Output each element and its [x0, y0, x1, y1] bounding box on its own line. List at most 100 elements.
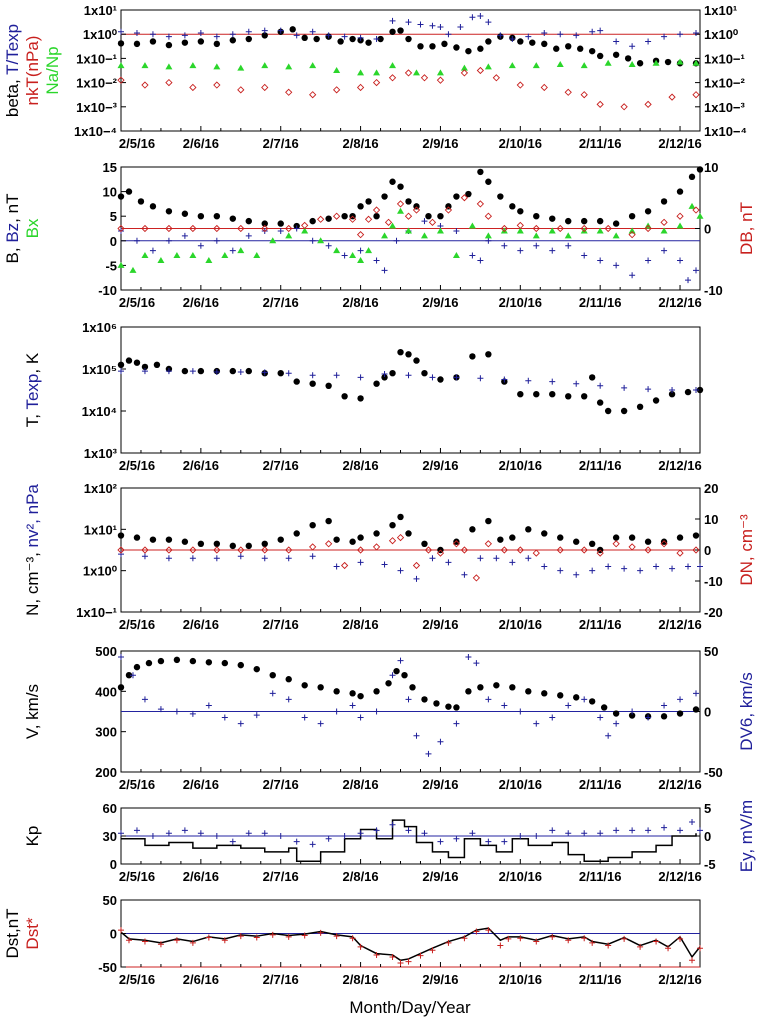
- data-point: [660, 227, 668, 234]
- data-point: [389, 178, 396, 185]
- data-point: [565, 830, 572, 837]
- data-point: [485, 38, 492, 45]
- data-point: [676, 212, 684, 220]
- data-point: [588, 540, 596, 547]
- data-point: [149, 203, 157, 210]
- series-blue: [118, 13, 700, 50]
- data-point: [173, 708, 180, 715]
- data-point: [325, 517, 332, 525]
- data-point: [365, 39, 372, 46]
- data-point: [325, 215, 332, 222]
- data-point: [397, 27, 404, 34]
- data-point: [676, 222, 684, 229]
- x-tick-label: 2/10/16: [499, 777, 542, 792]
- data-point: [565, 702, 572, 709]
- y-axis-label-part: N, cm⁻³,: [23, 547, 42, 615]
- data-point: [525, 555, 532, 562]
- y-axis-label-2-part: Bx: [23, 218, 42, 238]
- data-point: [693, 387, 700, 393]
- data-point: [261, 369, 268, 376]
- data-point: [573, 571, 580, 578]
- data-point: [516, 81, 524, 89]
- data-point: [197, 29, 204, 36]
- y2-tick-label: 1x10⁰: [704, 27, 739, 42]
- data-point: [517, 208, 524, 215]
- y-tick-label: 0: [110, 857, 117, 872]
- data-point: [645, 386, 652, 393]
- x-tick-label: 2/6/16: [183, 458, 219, 473]
- data-point: [325, 382, 332, 389]
- data-point: [373, 951, 380, 958]
- data-point: [460, 546, 469, 554]
- data-point: [564, 232, 572, 239]
- y2-axis-label: DB, nT: [737, 202, 756, 255]
- data-point: [181, 32, 188, 39]
- data-point: [117, 76, 125, 84]
- x-tick-label: 2/9/16: [422, 617, 458, 632]
- y2-tick-label: 0: [704, 829, 711, 844]
- y-tick-label: 1x10−²: [76, 76, 118, 91]
- data-point: [149, 247, 156, 254]
- data-point: [612, 220, 620, 227]
- series-blue: [118, 368, 700, 393]
- data-point: [441, 40, 448, 48]
- data-point: [661, 33, 668, 40]
- data-point: [468, 222, 476, 229]
- data-point: [269, 237, 277, 244]
- x-tick-label: 2/9/16: [422, 295, 458, 310]
- data-point: [118, 28, 124, 35]
- panel-T: 1x10³ 1x10⁴ 1x10⁵ 1x10⁶ 2/5/16 2/6/16 2/7/16 2/…: [23, 320, 704, 473]
- series-black: [117, 26, 700, 67]
- y-axis-label: N, cm⁻³, nv², nPa: [23, 484, 42, 616]
- data-point: [285, 676, 292, 683]
- data-point: [517, 391, 524, 398]
- y-axis-label-part: B,: [3, 243, 22, 264]
- data-point: [465, 654, 472, 661]
- data-point: [149, 31, 156, 38]
- data-point: [628, 227, 636, 234]
- data-point: [420, 232, 428, 239]
- data-point: [612, 232, 620, 239]
- data-point: [644, 224, 652, 233]
- data-point: [696, 386, 704, 394]
- data-point: [644, 100, 652, 109]
- data-point: [549, 827, 556, 834]
- data-point: [317, 684, 324, 691]
- data-point: [237, 247, 245, 254]
- data-point: [145, 659, 153, 667]
- data-point: [429, 374, 436, 381]
- x-tick-label: 2/6/16: [183, 777, 219, 792]
- data-point: [413, 575, 420, 582]
- data-point: [301, 714, 308, 721]
- x-tick-label: 2/11/16: [579, 295, 622, 310]
- data-point: [445, 939, 452, 946]
- data-point: [580, 227, 588, 234]
- data-point: [213, 213, 221, 220]
- data-point: [317, 237, 325, 244]
- data-point: [677, 935, 684, 942]
- data-point: [141, 81, 149, 89]
- data-point: [465, 190, 472, 198]
- data-point: [565, 393, 572, 400]
- data-point: [141, 363, 149, 371]
- y-axis-label-part: T/Texp: [3, 24, 22, 75]
- y-tick-label: 1x10¹: [84, 522, 117, 537]
- data-point: [245, 28, 252, 35]
- y-tick-label: 1x10⁵: [82, 362, 117, 377]
- data-point: [697, 945, 703, 952]
- data-point: [181, 538, 189, 545]
- data-point: [349, 35, 356, 43]
- data-point: [373, 69, 381, 76]
- data-point: [137, 198, 145, 205]
- y2-axis-label: DN, cm⁻³: [737, 514, 756, 586]
- data-point: [425, 750, 432, 757]
- data-point: [637, 943, 644, 950]
- y-axis-label-part: beta,: [3, 75, 22, 117]
- y2-tick-label: 20: [704, 481, 718, 496]
- y-tick-label: -10: [98, 283, 117, 298]
- x-tick-label: 2/7/16: [263, 777, 299, 792]
- data-point: [596, 217, 604, 225]
- data-point: [412, 206, 421, 214]
- x-tick-label: 2/5/16: [119, 972, 155, 987]
- data-point: [597, 382, 604, 389]
